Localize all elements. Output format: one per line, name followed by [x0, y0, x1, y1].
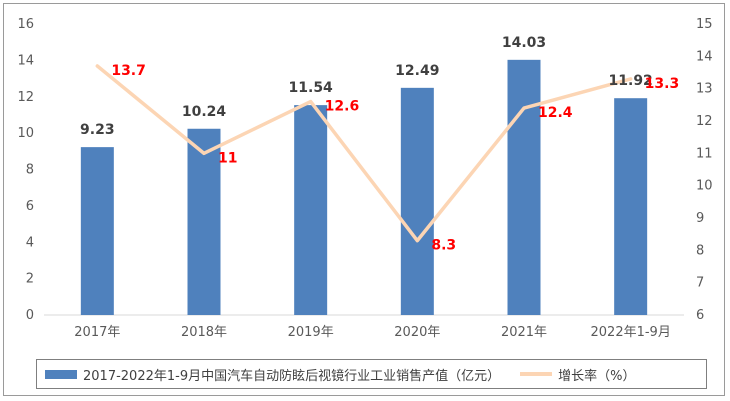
- right-axis-tick-label: 7: [696, 276, 704, 291]
- legend-label-line: 增长率（%）: [558, 368, 636, 384]
- bar-value-label: 11.54: [289, 80, 334, 96]
- x-axis-tick-label: 2017年: [74, 325, 120, 340]
- bar-value-label: 14.03: [502, 35, 546, 51]
- chart-axes: 0 2 4 6 8 10 12 14 16 6 7 8 9 10 11 12 13 14 15 2017年 2018年 2…: [17, 17, 712, 340]
- bar: [80, 147, 114, 315]
- chart-frame: 0 2 4 6 8 10 12 14 16 6 7 8 9 10 11 12 13 14 15 2017年 2018年 2…: [3, 3, 725, 396]
- bar-value-label: 9.23: [80, 122, 115, 138]
- line-value-label: 8.3: [431, 238, 456, 254]
- right-axis-tick-label: 13: [696, 82, 713, 97]
- right-axis-tick-label: 12: [696, 114, 713, 129]
- x-axis-tick-label: 2021年: [501, 325, 547, 340]
- right-axis-tick-label: 15: [696, 17, 713, 32]
- x-axis-tick-label: 2019年: [288, 325, 334, 340]
- right-axis-tick-label: 9: [696, 211, 704, 226]
- bar: [400, 87, 434, 315]
- legend-swatch-line: [520, 372, 553, 376]
- left-axis-tick-label: 12: [17, 90, 34, 105]
- bar: [294, 105, 328, 316]
- bar-series: [80, 59, 648, 316]
- line-point: [522, 106, 526, 110]
- bar-value-label: 10.24: [182, 104, 227, 120]
- line-point: [309, 100, 313, 104]
- line-point: [629, 77, 633, 81]
- right-axis-tick-label: 14: [696, 49, 713, 64]
- line-point: [415, 239, 419, 243]
- right-axis-tick-label: 10: [696, 179, 713, 194]
- legend: 2017-2022年1-9月中国汽车自动防眩后视镜行业工业销售产值（亿元） 增长…: [36, 359, 707, 389]
- right-axis-tick-label: 11: [696, 146, 713, 161]
- line-value-label: 11: [218, 150, 237, 166]
- left-axis-tick-label: 6: [26, 199, 34, 214]
- legend-label-bar: 2017-2022年1-9月中国汽车自动防眩后视镜行业工业销售产值（亿元）: [83, 368, 501, 384]
- right-axis-tick-label: 6: [696, 308, 704, 323]
- bar: [507, 59, 541, 315]
- bar-value-label: 11.92: [609, 73, 653, 89]
- line-value-label: 13.7: [111, 63, 146, 79]
- line-value-label: 12.6: [325, 99, 360, 115]
- x-axis-tick-label: 2022年1-9月: [591, 325, 671, 340]
- line-value-label: 13.3: [645, 76, 680, 92]
- left-axis-tick-label: 2: [26, 272, 34, 287]
- bar-value-label: 12.49: [395, 63, 439, 79]
- legend-item-line: 增长率（%）: [500, 365, 635, 384]
- bar: [614, 98, 648, 315]
- data-labels: 9.23 10.24 11.54 12.49 14.03 11.92 13.7 11 12.6 8…: [80, 35, 679, 254]
- line-point: [202, 151, 206, 155]
- left-axis-tick-label: 8: [26, 163, 34, 178]
- bar: [187, 128, 221, 315]
- left-axis-tick-label: 10: [17, 126, 34, 141]
- left-axis-tick-label: 16: [17, 17, 34, 32]
- x-axis-tick-label: 2020年: [394, 325, 440, 340]
- growth-rate-line: [95, 64, 633, 243]
- chart-area: 0 2 4 6 8 10 12 14 16 6 7 8 9 10 11 12 13 14 15 2017年 2018年 2…: [17, 17, 712, 340]
- left-axis-tick-label: 14: [17, 53, 34, 68]
- left-axis-tick-label: 4: [26, 235, 34, 250]
- right-axis-tick-label: 8: [696, 243, 704, 258]
- legend-swatch-bar: [45, 369, 77, 379]
- x-axis-tick-label: 2018年: [181, 325, 227, 340]
- left-axis-tick-label: 0: [26, 308, 34, 323]
- line-series: [95, 64, 633, 243]
- line-value-label: 12.4: [538, 105, 573, 121]
- line-point: [95, 64, 99, 68]
- legend-item-bar: 2017-2022年1-9月中国汽车自动防眩后视镜行业工业销售产值（亿元）: [37, 365, 500, 384]
